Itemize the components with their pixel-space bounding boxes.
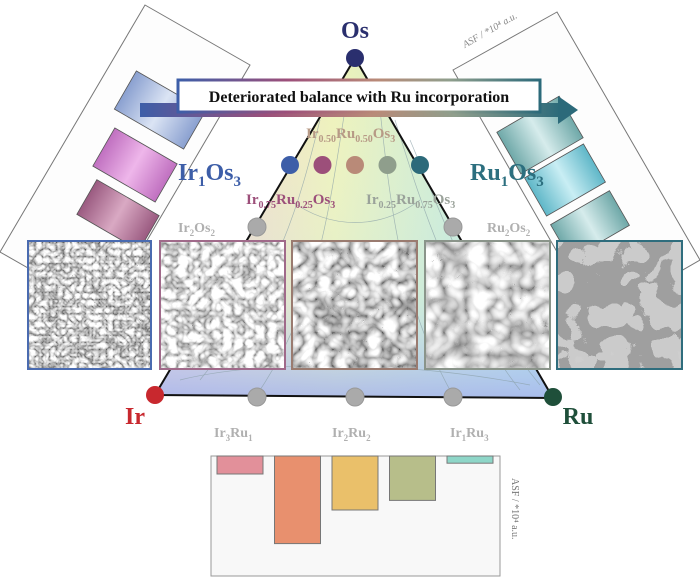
sem-images xyxy=(27,240,683,370)
sem-image-3 xyxy=(291,240,418,370)
vertex-dot-ru xyxy=(544,388,562,406)
sem-image-4 xyxy=(424,240,551,370)
bar-3 xyxy=(331,455,379,511)
composition-dot xyxy=(346,156,364,174)
sem-image-2 xyxy=(159,240,286,370)
dot-ir2ru2 xyxy=(345,387,365,407)
vertex-label-ir: Ir xyxy=(125,404,145,430)
composition-dot xyxy=(313,156,332,174)
banner-box: Deteriorated balance with Ru incorporati… xyxy=(176,78,542,114)
bar-1 xyxy=(216,455,264,475)
bar-4 xyxy=(389,455,436,501)
vertex-label-ru: Ru xyxy=(563,404,594,430)
label-ir3ru1: Ir3Ru1 xyxy=(214,426,253,443)
composition-dot xyxy=(378,156,397,174)
chart-ylabel: ASF / *10⁴ a.u. xyxy=(509,478,520,540)
composition-dot xyxy=(281,156,299,174)
dot-ru2os2 xyxy=(443,217,463,237)
vertex-dot-os xyxy=(346,49,364,67)
dot-ir2os2 xyxy=(247,217,267,237)
dot-ir1ru3 xyxy=(443,387,463,407)
label-ir1os3: Ir1Os3 xyxy=(178,160,241,190)
label-ir025-ru075-os3: Ir0.25Ru0.75Os3 xyxy=(366,192,455,211)
left-panel-bar-3 xyxy=(76,179,160,251)
sem-image-1 xyxy=(27,240,152,370)
asf-bar-chart: ASF / *10⁴ a.u. xyxy=(210,455,520,577)
composition-dot xyxy=(411,156,429,174)
label-ru2os2: Ru2Os2 xyxy=(487,221,531,238)
label-ir2os2: Ir2Os2 xyxy=(178,221,216,238)
label-ir050-ru050-os3: Ir0.50Ru0.50Os3 xyxy=(306,126,395,145)
sem-image-5 xyxy=(556,240,683,370)
bar-2 xyxy=(274,455,321,545)
binary-dots xyxy=(247,217,463,407)
composition-dots xyxy=(281,156,429,174)
right-panel-bar-2 xyxy=(524,143,606,217)
left-panel-bar-2 xyxy=(92,127,178,203)
vertex-dot-ir xyxy=(146,386,164,404)
label-ir1ru3: Ir1Ru3 xyxy=(450,426,489,443)
vertex-label-os: Os xyxy=(341,18,369,44)
label-ir075-ru025-os3: Ir0.75Ru0.25Os3 xyxy=(246,192,335,211)
label-ir2ru2: Ir2Ru2 xyxy=(332,426,371,443)
bar-5 xyxy=(446,455,494,464)
banner-text: Deteriorated balance with Ru incorporati… xyxy=(209,89,510,106)
dot-ir3ru1 xyxy=(247,387,267,407)
label-ru1os3: Ru1Os3 xyxy=(470,160,544,190)
